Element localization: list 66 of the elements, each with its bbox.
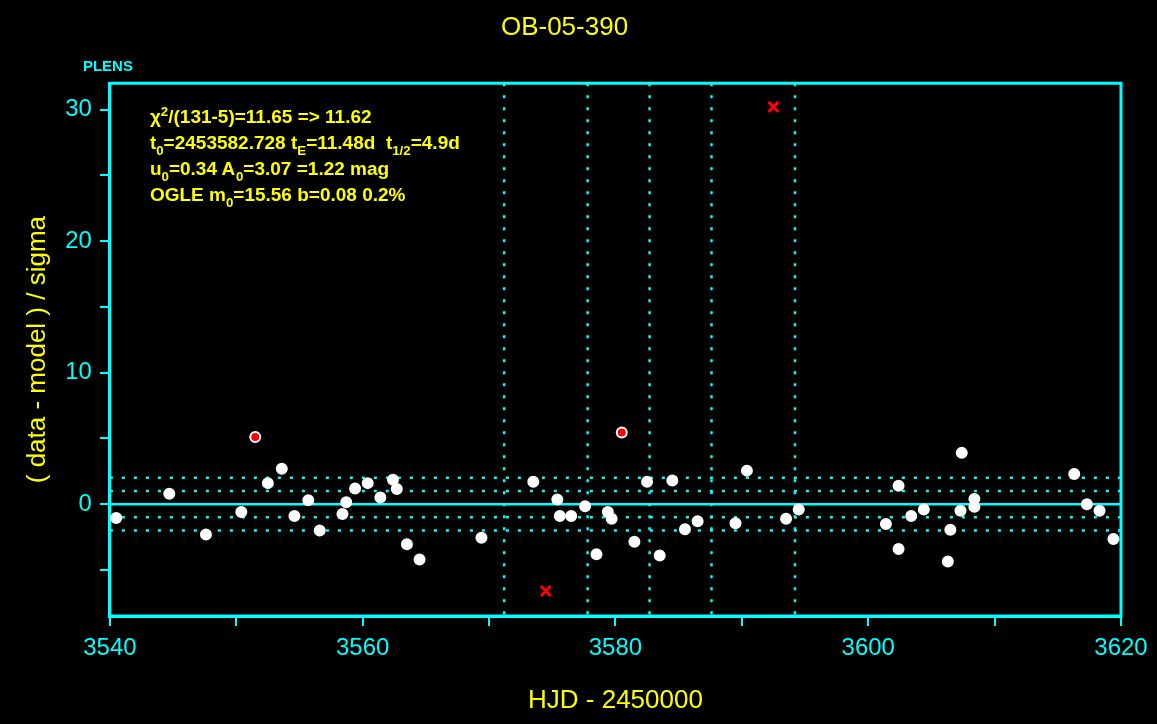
point bbox=[390, 483, 403, 496]
point bbox=[955, 446, 968, 459]
point bbox=[892, 542, 905, 555]
point bbox=[766, 100, 780, 114]
x-tick-label: 3580 bbox=[588, 633, 643, 661]
y-axis-title: ( data - model ) / sigma bbox=[20, 215, 51, 484]
point bbox=[590, 548, 603, 561]
chart-title: OB-05-390 bbox=[500, 10, 629, 41]
point bbox=[275, 462, 288, 475]
point bbox=[565, 510, 578, 523]
point bbox=[1093, 504, 1106, 517]
point bbox=[110, 511, 123, 524]
point bbox=[235, 506, 248, 519]
x-tick-label: 3600 bbox=[841, 633, 895, 661]
point bbox=[628, 535, 641, 548]
point bbox=[691, 515, 704, 528]
point bbox=[261, 477, 274, 490]
text: PLENS bbox=[82, 57, 133, 75]
y-tick-label: 0 bbox=[78, 488, 92, 516]
point bbox=[579, 500, 592, 513]
point bbox=[163, 487, 176, 500]
point bbox=[302, 494, 315, 507]
point bbox=[413, 553, 426, 566]
y-tick-label: 20 bbox=[65, 225, 92, 253]
x-tick-label: 3560 bbox=[335, 633, 390, 661]
point bbox=[539, 584, 553, 598]
point bbox=[199, 528, 212, 541]
x-tick-label: 3540 bbox=[83, 633, 137, 661]
point bbox=[249, 431, 262, 444]
point bbox=[1107, 533, 1120, 546]
point bbox=[941, 555, 954, 568]
point bbox=[400, 538, 413, 551]
point bbox=[288, 510, 301, 523]
point bbox=[349, 482, 362, 495]
point bbox=[1080, 498, 1093, 511]
point bbox=[944, 523, 957, 536]
y-tick-label: 10 bbox=[65, 357, 92, 385]
point bbox=[475, 531, 488, 544]
point bbox=[792, 503, 805, 516]
x-axis-title: HJD - 2450000 bbox=[528, 683, 703, 714]
point bbox=[917, 503, 930, 516]
x-tick-label: 3620 bbox=[1094, 633, 1148, 661]
point bbox=[954, 504, 967, 517]
point bbox=[740, 464, 753, 477]
point bbox=[653, 549, 666, 562]
point bbox=[313, 524, 326, 537]
point bbox=[892, 479, 905, 492]
point bbox=[527, 475, 540, 488]
point bbox=[551, 493, 564, 506]
point bbox=[780, 512, 793, 525]
y-tick-label: 30 bbox=[65, 94, 92, 122]
point bbox=[666, 474, 679, 487]
point bbox=[374, 491, 387, 504]
point bbox=[879, 517, 892, 530]
point bbox=[615, 426, 628, 439]
point bbox=[336, 508, 349, 521]
point bbox=[641, 475, 654, 488]
point bbox=[387, 473, 400, 486]
point bbox=[905, 510, 918, 523]
point bbox=[340, 496, 353, 509]
point bbox=[729, 517, 742, 530]
point bbox=[1068, 467, 1081, 480]
point bbox=[361, 477, 374, 490]
point bbox=[605, 512, 618, 525]
point bbox=[553, 510, 566, 523]
point bbox=[678, 523, 691, 536]
